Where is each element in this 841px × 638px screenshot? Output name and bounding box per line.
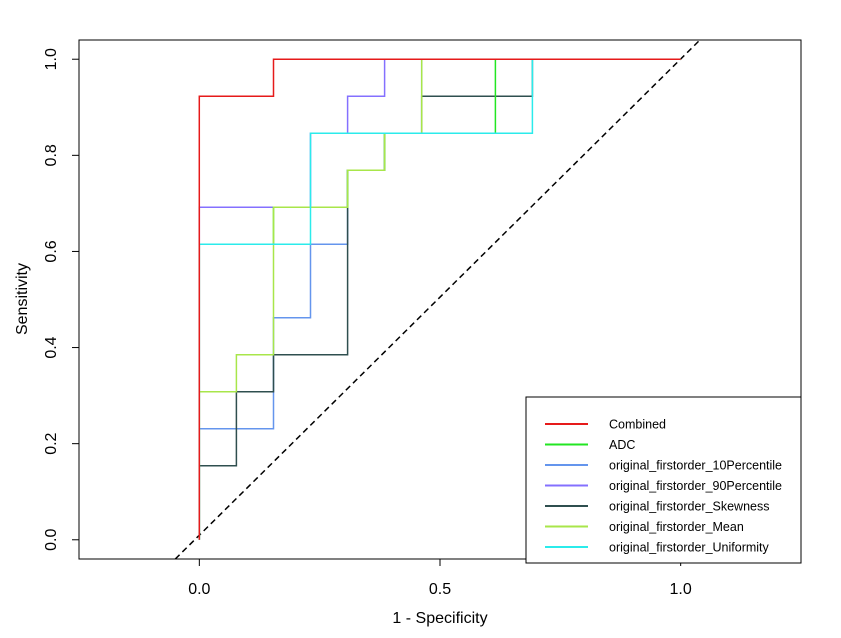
- x-tick-label: 0.0: [188, 581, 210, 598]
- x-axis-title: 1 - Specificity: [392, 610, 487, 627]
- y-tick-label: 0.6: [43, 240, 60, 262]
- legend-label: original_firstorder_Uniformity: [609, 541, 770, 555]
- legend: Combined ADC original_firstorder_10Percent…: [525, 396, 802, 564]
- legend-label: original_firstorder_Mean: [609, 520, 744, 534]
- legend-label: original_firstorder_10Percentile: [609, 459, 782, 473]
- y-tick-label: 1.0: [43, 48, 60, 70]
- y-tick-label: 0.4: [43, 336, 60, 358]
- legend-label: original_firstorder_Skewness: [609, 500, 770, 514]
- y-tick-label: 0.8: [43, 144, 60, 166]
- y-axis: 0.0 0.2 0.4 0.6 0.8 1.0: [43, 48, 80, 551]
- x-tick-label: 1.0: [670, 581, 692, 598]
- x-axis: 0.0 0.5 1.0: [188, 558, 692, 598]
- x-tick-label: 0.5: [429, 581, 451, 598]
- y-tick-label: 0.2: [43, 432, 60, 454]
- legend-label: ADC: [609, 438, 635, 452]
- roc-curves: [174, 40, 701, 559]
- roc-line-combined: [198, 58, 681, 540]
- reference-diagonal: [174, 40, 701, 559]
- legend-label: original_firstorder_90Percentile: [609, 479, 782, 493]
- legend-label: Combined: [609, 418, 666, 432]
- y-axis-title: Sensitivity: [14, 263, 31, 335]
- y-tick-label: 0.0: [43, 529, 60, 551]
